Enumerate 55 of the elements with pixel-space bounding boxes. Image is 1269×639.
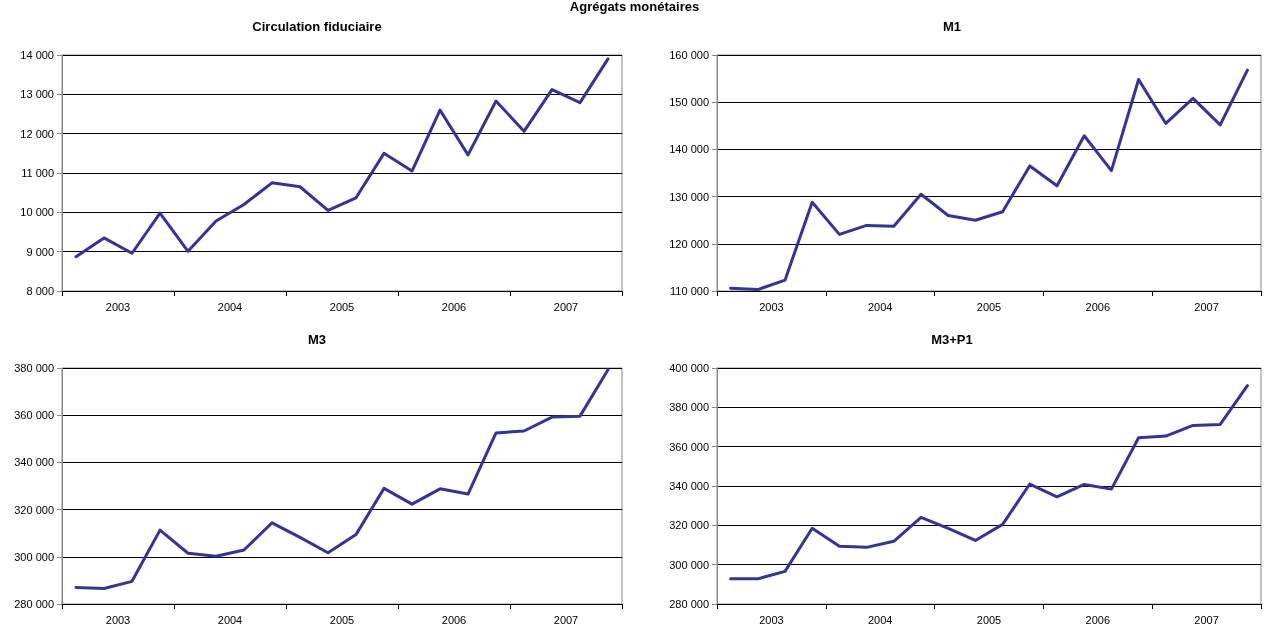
x-tick-label: 2006 [1085,300,1111,313]
x-tick-label: 2004 [217,300,243,313]
y-tick-label: 140 000 [669,143,709,156]
y-tick-label: 360 000 [669,440,709,453]
y-tick-label: 300 000 [14,550,54,563]
y-tick-label: 380 000 [669,401,709,414]
y-tick-label: 400 000 [669,362,709,374]
x-tick-label: 2007 [1194,613,1219,626]
x-tick-label: 2006 [441,613,467,626]
y-tick-label: 300 000 [669,558,709,571]
y-tick-label: 11 000 [21,167,54,179]
y-tick-label: 380 000 [14,362,54,374]
y-tick-label: 150 000 [669,96,709,109]
text: Agrégats monétaires [568,0,701,14]
y-tick-label: 10 000 [20,206,54,219]
y-tick-label: 340 000 [669,480,709,492]
y-tick-label: 160 000 [669,49,709,61]
y-tick-label: 120 000 [669,237,709,250]
chart-title: Circulation fiduciaire [252,19,382,34]
line-series [74,368,610,590]
x-tick-label: 2003 [759,300,784,313]
chart-title: M3+P1 [931,332,973,347]
x-tick-label: 2003 [759,613,784,626]
line-series [74,57,610,259]
chart-title: M3 [307,332,327,347]
y-tick-label: 280 000 [14,598,54,610]
y-tick-label: 320 000 [14,503,54,516]
y-tick-label: 130 000 [669,190,709,203]
line-series [729,68,1249,292]
y-tick-label: 14 000 [20,49,54,61]
x-tick-label: 2004 [867,300,893,313]
x-tick-label: 2006 [441,300,467,313]
x-tick-label: 2003 [105,613,131,626]
y-tick-label: 320 000 [669,519,709,532]
x-tick-label: 2005 [329,300,355,313]
x-tick-label: 2003 [105,300,131,313]
x-tick-label: 2004 [867,613,893,626]
x-tick-label: 2005 [976,613,1002,626]
y-tick-label: 12 000 [20,127,54,140]
y-tick-label: 110 000 [670,285,709,297]
y-tick-label: 8 000 [26,285,54,297]
x-tick-label: 2007 [1194,300,1219,313]
x-tick-label: 2004 [217,613,243,626]
y-tick-label: 9 000 [26,245,54,258]
x-tick-label: 2006 [1085,613,1111,626]
x-tick-label: 2007 [553,300,579,313]
x-tick-label: 2005 [329,613,355,626]
y-tick-label: 13 000 [20,88,54,101]
chart-title: M1 [942,19,962,34]
y-tick-label: 360 000 [14,409,54,422]
y-tick-label: 340 000 [14,456,54,469]
x-tick-label: 2005 [976,300,1002,313]
x-tick-label: 2007 [553,613,579,626]
line-series [729,384,1249,581]
y-tick-label: 280 000 [669,598,709,610]
